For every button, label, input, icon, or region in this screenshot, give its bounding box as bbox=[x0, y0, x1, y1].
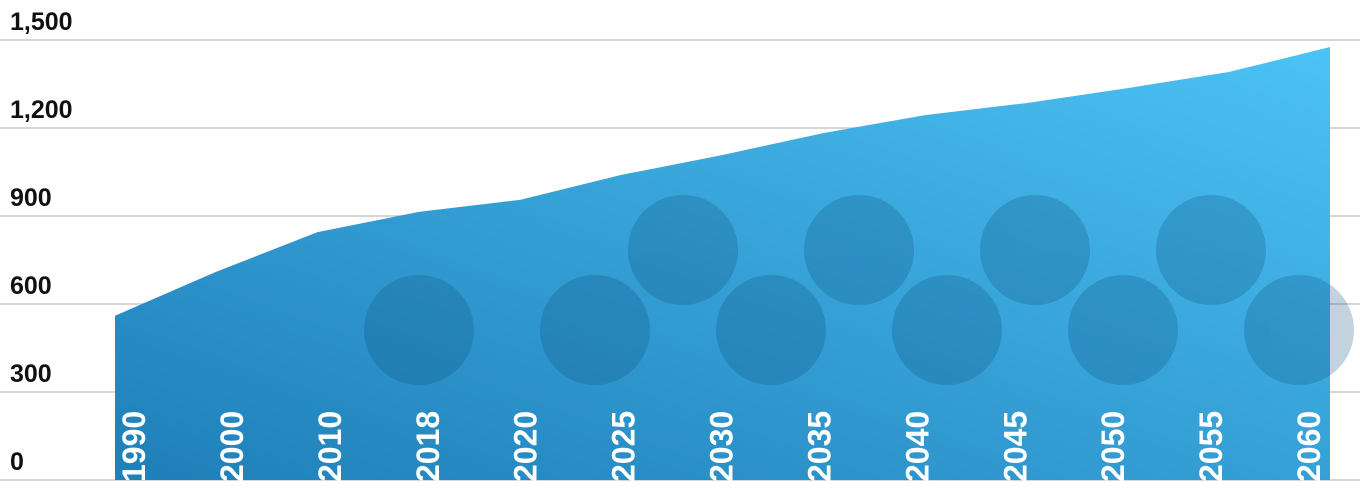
x-tick-label: 2045 bbox=[997, 411, 1033, 482]
x-tick-label: 2060 bbox=[1291, 411, 1327, 482]
x-tick-label: 2050 bbox=[1095, 411, 1131, 482]
decoration bbox=[364, 195, 1354, 385]
y-tick-label: 600 bbox=[10, 272, 52, 300]
y-tick-label: 1,500 bbox=[10, 8, 73, 36]
face bbox=[804, 195, 914, 305]
x-tick-label: 2000 bbox=[214, 411, 250, 482]
face bbox=[364, 275, 474, 385]
x-tick-label: 2055 bbox=[1193, 411, 1229, 482]
face bbox=[892, 275, 1002, 385]
face bbox=[628, 195, 738, 305]
area bbox=[115, 47, 1330, 480]
x-tick-label: 2018 bbox=[410, 411, 446, 482]
y-tick-label: 0 bbox=[10, 448, 24, 476]
y-tick-label: 900 bbox=[10, 184, 52, 212]
y-tick-label: 300 bbox=[10, 360, 52, 388]
x-tick-label: 2030 bbox=[704, 411, 740, 482]
x-tick-label: 2035 bbox=[801, 411, 837, 482]
x-tick-label: 2025 bbox=[606, 411, 642, 482]
face bbox=[980, 195, 1090, 305]
x-tick-label: 1990 bbox=[116, 411, 152, 482]
x-tick-label: 2020 bbox=[508, 411, 544, 482]
face bbox=[540, 275, 650, 385]
y-tick-label: 1,200 bbox=[10, 96, 73, 124]
x-tick-label: 2040 bbox=[899, 411, 935, 482]
face bbox=[716, 275, 826, 385]
face bbox=[1068, 275, 1178, 385]
face bbox=[1244, 275, 1354, 385]
x-tick-label: 2010 bbox=[312, 411, 348, 482]
face bbox=[1156, 195, 1266, 305]
